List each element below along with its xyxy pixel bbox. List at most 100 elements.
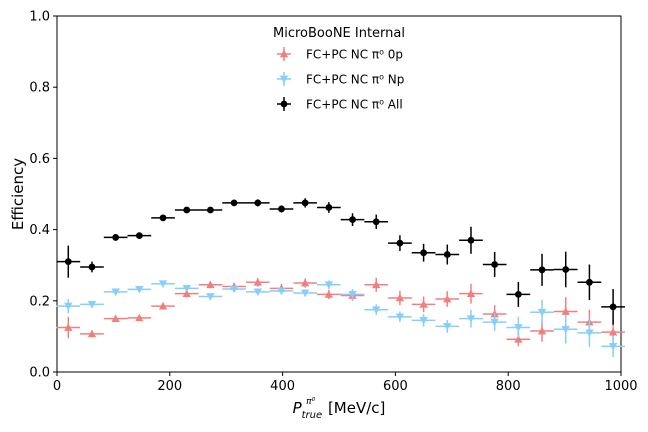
point-marker	[372, 218, 380, 226]
data-point	[269, 205, 294, 213]
point-marker	[537, 326, 547, 335]
data-point	[553, 251, 578, 288]
data-point	[388, 311, 412, 323]
legend-marker	[280, 100, 288, 108]
point-marker	[538, 266, 546, 274]
data-point	[56, 245, 81, 278]
data-point	[435, 320, 460, 333]
data-point	[364, 277, 389, 292]
point-marker	[158, 301, 168, 310]
point-marker	[206, 280, 215, 289]
point-marker	[182, 284, 191, 293]
point-marker	[301, 199, 309, 207]
point-marker	[112, 234, 120, 241]
point-marker	[87, 329, 97, 338]
x-axis-label: Ptrueπ⁰ [MeV/c]	[293, 397, 386, 421]
point-marker	[230, 199, 238, 207]
point-marker	[491, 261, 499, 268]
point-marker	[64, 323, 73, 331]
plot-area	[56, 15, 622, 373]
x-tick-label: 400	[270, 379, 295, 394]
data-point	[293, 278, 318, 288]
point-marker	[514, 335, 523, 343]
data-point	[317, 289, 341, 300]
data-point	[530, 253, 554, 286]
data-point	[364, 304, 389, 316]
point-marker	[420, 249, 427, 257]
legend-entry: FC+PC NC π⁰ Np	[277, 72, 404, 87]
y-tick-label: 0.8	[29, 81, 50, 96]
data-marks	[56, 198, 625, 358]
data-point	[174, 284, 199, 293]
point-marker	[609, 303, 617, 311]
point-marker	[443, 323, 452, 331]
point-marker	[87, 301, 97, 309]
x-tick-label: 800	[496, 379, 521, 394]
data-point	[340, 289, 365, 300]
data-point	[364, 214, 389, 229]
point-marker	[158, 280, 168, 288]
data-point	[577, 264, 602, 301]
data-point	[245, 278, 270, 287]
data-point	[601, 289, 625, 325]
data-point	[103, 288, 128, 297]
data-point	[506, 281, 531, 307]
data-point	[553, 315, 578, 344]
point-marker	[514, 290, 522, 298]
legend-entry: FC+PC NC π⁰ 0p	[277, 47, 403, 62]
point-marker	[278, 205, 285, 213]
point-marker	[182, 289, 191, 298]
data-point	[222, 285, 246, 294]
legend-marker	[279, 75, 289, 84]
legend: MicroBooNE Internal FC+PC NC π⁰ 0p FC+PC …	[273, 26, 405, 112]
data-point	[459, 283, 483, 304]
point-marker	[135, 286, 144, 294]
data-point	[56, 299, 81, 314]
data-point	[198, 280, 223, 289]
point-marker	[135, 232, 143, 240]
point-marker	[514, 324, 523, 332]
point-marker	[324, 290, 334, 298]
point-marker	[561, 307, 570, 315]
point-marker	[229, 285, 239, 294]
point-marker	[419, 317, 428, 325]
legend-label: FC+PC NC π⁰ 0p	[306, 48, 403, 62]
data-point	[151, 280, 175, 288]
x-tick-label: 1000	[604, 379, 637, 394]
data-point	[388, 235, 412, 251]
data-point	[245, 288, 270, 297]
point-marker	[253, 288, 262, 297]
data-point	[198, 206, 223, 214]
axes: 0 200 400 600 800 1000 0.0 0.2 0.4 0.6 0.8 1.0	[29, 10, 637, 395]
data-point	[482, 252, 507, 277]
point-marker	[300, 278, 310, 287]
data-point	[127, 313, 152, 322]
point-marker	[277, 287, 286, 296]
point-marker	[372, 280, 381, 289]
legend-marker	[279, 49, 289, 58]
y-tick-label: 0.0	[29, 366, 50, 381]
data-point	[530, 299, 554, 325]
point-marker	[135, 313, 144, 322]
data-point	[56, 316, 81, 339]
data-point	[151, 214, 175, 222]
point-marker	[88, 263, 96, 271]
series-2	[56, 198, 625, 325]
point-marker	[300, 289, 310, 298]
series-1	[56, 280, 625, 358]
point-marker	[64, 302, 73, 311]
point-marker	[608, 343, 618, 351]
data-point	[293, 198, 318, 208]
x-tick-label: 600	[383, 379, 408, 394]
point-marker	[325, 204, 333, 211]
y-tick-label: 0.4	[29, 223, 50, 238]
point-marker	[111, 314, 120, 322]
point-marker	[419, 300, 428, 308]
data-point	[459, 226, 483, 254]
y-tick-label: 0.6	[29, 152, 50, 167]
x-tick-label: 200	[157, 379, 182, 394]
data-point	[151, 301, 175, 310]
point-marker	[349, 216, 356, 224]
data-point	[80, 329, 104, 338]
